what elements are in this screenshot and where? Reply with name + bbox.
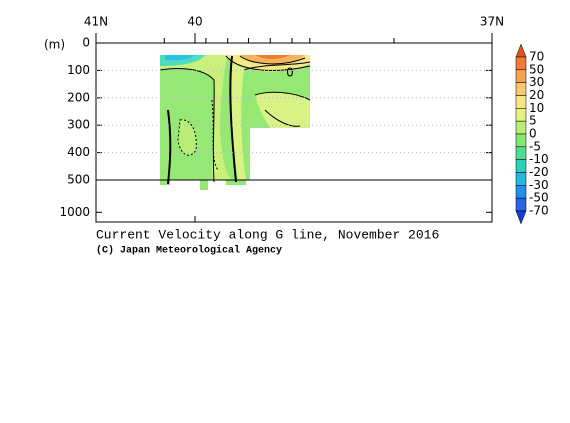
- colorbar-label: 5: [529, 114, 537, 128]
- colorbar-bin: [515, 56, 527, 71]
- y-tick-label: 100: [67, 63, 90, 77]
- y-tick-label: 300: [67, 118, 90, 132]
- colorbar-bin: [515, 108, 527, 122]
- colorbar-label: -70: [529, 204, 549, 218]
- contour-label: 0: [286, 66, 294, 80]
- colorbar-label: 30: [529, 75, 544, 89]
- colorbar-label: 20: [529, 88, 544, 102]
- colorbar-extend: [515, 43, 527, 58]
- colorbar-bin: [515, 95, 527, 109]
- y-tick-label: 1000: [59, 205, 90, 219]
- colorbar-label: 50: [529, 62, 544, 76]
- colorbar-label: -50: [529, 191, 549, 205]
- y-axis-label: (m): [44, 38, 65, 52]
- colorbar-label: 0: [529, 127, 537, 141]
- colorbar-bin: [515, 197, 527, 212]
- colorbar-bin: [515, 82, 527, 96]
- colorbar-bin: [515, 172, 527, 186]
- credit: (C) Japan Meteorological Agency: [96, 245, 282, 257]
- y-tick-label: 200: [67, 90, 90, 104]
- x-tick-label: 40: [187, 15, 202, 29]
- colorbar-bin: [515, 120, 527, 135]
- colorbar-bin: [515, 159, 527, 173]
- y-tick-label: 0: [82, 36, 90, 50]
- y-tick-label: 500: [67, 173, 90, 187]
- colorbar-label: -5: [529, 139, 541, 153]
- chart-title: Current Velocity along G line, November …: [96, 227, 439, 242]
- colorbar-bin: [515, 133, 527, 148]
- colorbar-label: -30: [529, 178, 549, 192]
- colorbar-label: 10: [529, 101, 544, 115]
- y-tick-label: 400: [67, 145, 90, 159]
- colorbar-bin: [515, 185, 527, 199]
- colorbar-label: -10: [529, 152, 549, 166]
- colorbar-bin: [515, 146, 527, 160]
- plot-frame: [95, 42, 493, 223]
- colorbar-label: 70: [529, 50, 544, 64]
- colorbar-label: -20: [529, 165, 549, 179]
- velocity-field: [159, 55, 320, 190]
- x-tick-label: 41N: [84, 15, 108, 29]
- colorbar-extend: [515, 210, 527, 225]
- colorbar-bin: [515, 69, 527, 83]
- x-tick-label: 37N: [480, 15, 504, 29]
